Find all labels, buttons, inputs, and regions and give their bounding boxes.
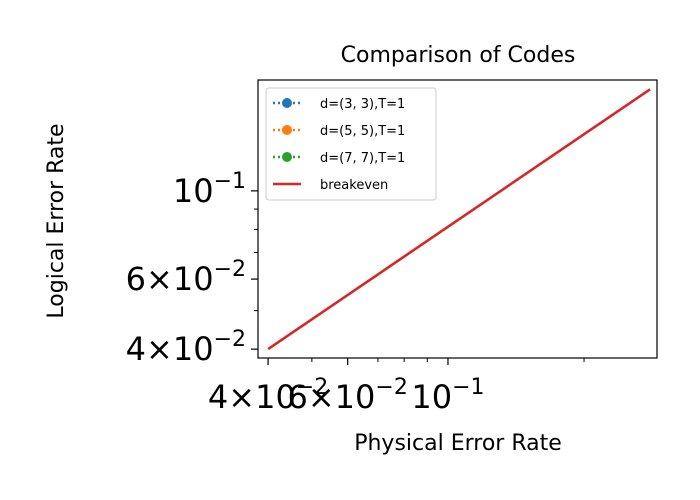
legend-label: d=(7, 7),T=1 (320, 151, 405, 166)
legend-entry: breakeven (273, 178, 388, 193)
legend-entry: d=(3, 3),T=1 (273, 97, 405, 112)
plot-frame (257, 79, 658, 359)
y-tick-label: 4×10−2 (126, 327, 246, 368)
x-tick-label: 10−1 (411, 375, 484, 416)
legend-label: d=(3, 3),T=1 (320, 97, 405, 112)
legend-marker (282, 98, 292, 108)
series-line-3 (267, 88, 651, 351)
legend-label: breakeven (320, 178, 388, 193)
chart-title: Comparison of Codes (341, 43, 576, 68)
y-tick-label: 6×10−2 (126, 257, 246, 298)
legend-box (265, 87, 437, 201)
legend: d=(3, 3),T=1 d=(5, 5),T=1 d=(7, 7),T=1 brea… (265, 87, 437, 201)
x-tick-label: 4×10−2 (208, 375, 328, 416)
legend-entry: d=(7, 7),T=1 (273, 151, 405, 166)
x-axis: 4×10−26×10−2 10−1 (208, 358, 585, 416)
legend-marker (282, 125, 292, 135)
x-axis-label: Physical Error Rate (354, 431, 562, 456)
legend-entry: d=(5, 5),T=1 (273, 124, 405, 139)
y-axis: 4×10−2 6×10−2 10−1 (126, 169, 258, 368)
plot-area (267, 88, 651, 351)
y-tick-label: 10−1 (173, 169, 246, 210)
legend-label: d=(5, 5),T=1 (320, 124, 405, 139)
x-tick-label: 6×10−2 (288, 375, 408, 416)
legend-marker (282, 152, 292, 162)
y-axis-label: Logical Error Rate (44, 123, 69, 318)
